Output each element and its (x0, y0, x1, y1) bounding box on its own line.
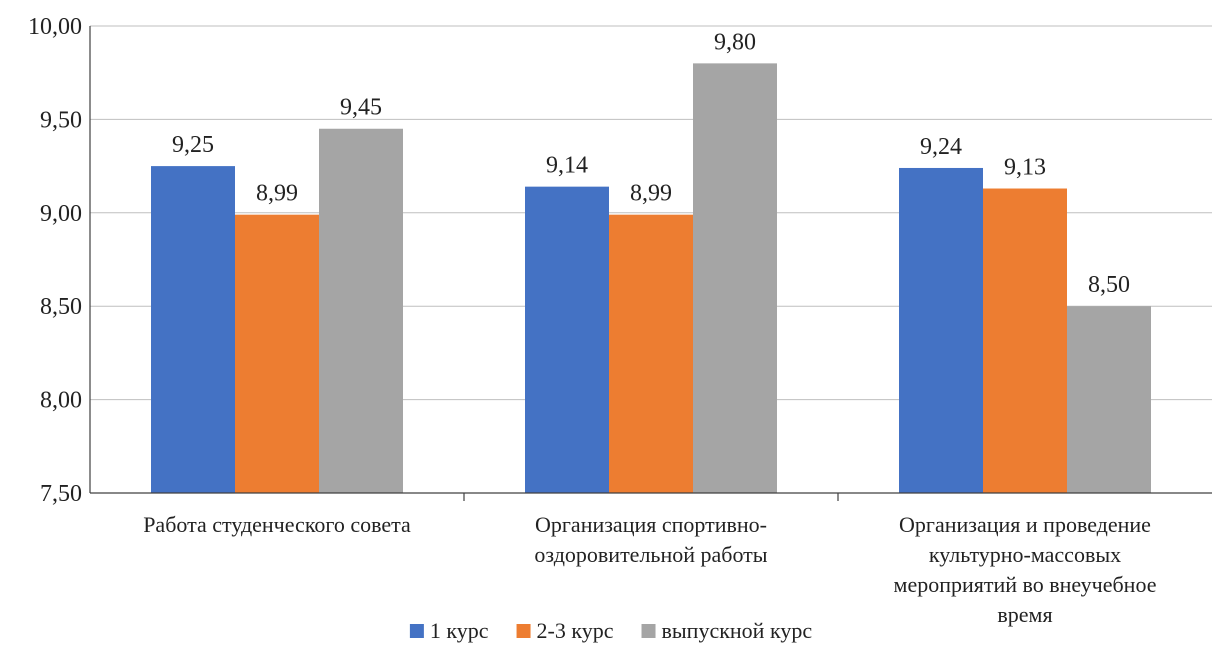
category-label: время (997, 602, 1052, 627)
data-label: 8,50 (1088, 272, 1130, 298)
data-label: 9,45 (340, 95, 382, 121)
y-tick-label: 9,50 (40, 107, 82, 133)
bar (983, 188, 1067, 494)
data-label: 8,99 (630, 181, 672, 207)
legend-label: 2-3 курс (537, 618, 614, 643)
y-tick-label: 7,50 (40, 481, 82, 507)
bar (151, 166, 235, 493)
y-tick-label: 10,00 (28, 14, 82, 40)
bar (609, 214, 693, 493)
bar (319, 128, 403, 494)
axes (89, 26, 1212, 501)
category-label: культурно-массовых (929, 542, 1121, 567)
data-label: 8,99 (256, 181, 298, 207)
data-labels: 9,25 8,99 9,45 9,14 8,99 9,80 9,24 9,13 8,50 (172, 29, 1130, 298)
y-tick-label: 8,50 (40, 294, 82, 320)
data-label: 9,80 (714, 29, 756, 55)
legend-swatch (641, 624, 656, 638)
legend-label: выпускной курс (662, 618, 813, 643)
category-label: Работа студенческого совета (143, 512, 411, 537)
legend: 1 курс 2-3 курс выпускной курс (409, 618, 813, 643)
y-tick-label: 9,00 (40, 201, 82, 227)
bar (525, 186, 609, 493)
bar (1067, 306, 1151, 493)
data-label: 9,13 (1004, 155, 1046, 181)
bar (235, 214, 319, 493)
data-label: 9,25 (172, 132, 214, 158)
bar (899, 167, 983, 493)
category-label: оздоровительной работы (534, 542, 767, 567)
y-tick-label: 8,00 (40, 388, 82, 414)
category-label: Организация и проведение (899, 512, 1151, 537)
data-label: 9,24 (920, 134, 962, 160)
data-label: 9,14 (546, 153, 588, 179)
y-tick-labels: 7,50 8,00 8,50 9,00 9,50 10,00 (28, 14, 82, 507)
legend-swatch (516, 624, 531, 638)
legend-swatch (409, 624, 424, 638)
category-labels: Работа студенческого совета Организация с… (143, 512, 1156, 627)
category-label: мероприятий во внеучебное (894, 572, 1157, 597)
bars (151, 63, 1151, 494)
bar (693, 63, 777, 494)
legend-label: 1 курс (430, 618, 489, 643)
category-label: Организация спортивно- (535, 512, 767, 537)
